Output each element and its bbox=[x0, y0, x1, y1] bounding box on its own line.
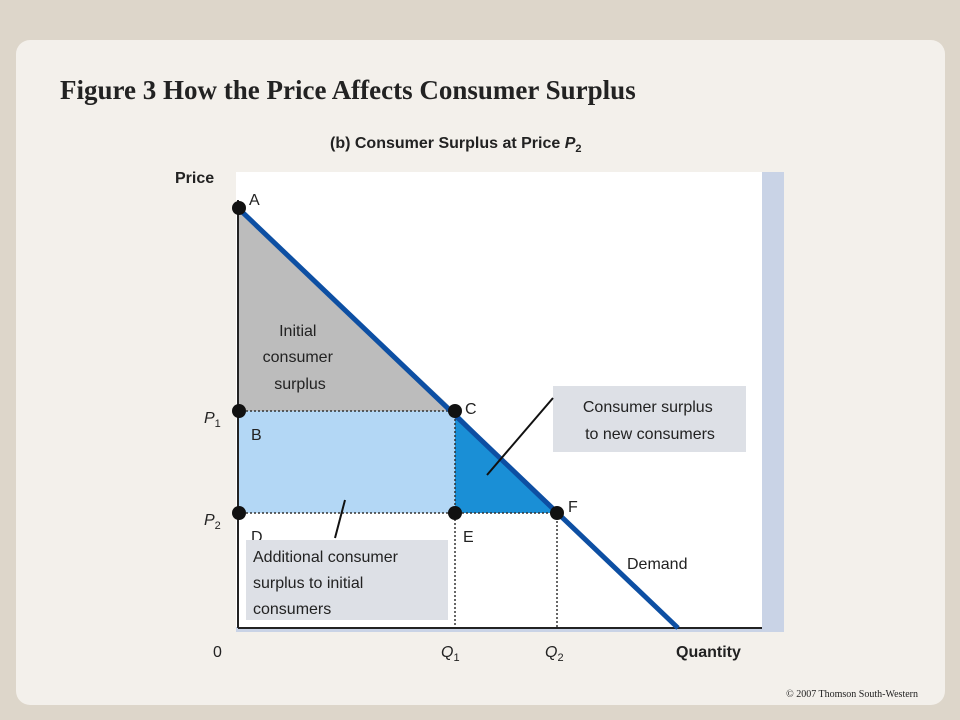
point-label: E bbox=[463, 529, 474, 546]
point-label: C bbox=[465, 401, 477, 418]
y-axis-label: Price bbox=[175, 170, 214, 187]
point-label: B bbox=[251, 427, 262, 444]
demand-curve bbox=[236, 206, 680, 630]
copyright: © 2007 Thomson South-Western bbox=[786, 689, 918, 700]
point bbox=[232, 201, 246, 215]
annotation: Additional consumer surplus to initial c… bbox=[253, 549, 402, 618]
point-label: A bbox=[249, 192, 260, 209]
subtitle: (b) Consumer Surplus at Price P2 bbox=[330, 135, 582, 155]
annotation-box bbox=[553, 386, 746, 452]
point-label: F bbox=[568, 499, 578, 516]
quantity-label: Q2 bbox=[545, 644, 564, 664]
annotation-box bbox=[246, 540, 448, 620]
title: Figure 3 How the Price Affects Consumer … bbox=[60, 75, 636, 105]
point bbox=[232, 506, 246, 520]
point bbox=[448, 506, 462, 520]
points bbox=[232, 201, 564, 520]
additional-surplus-region bbox=[238, 411, 455, 513]
leader-line bbox=[334, 499, 346, 539]
quantity-label: Q1 bbox=[441, 644, 460, 664]
annotation: Consumer surplus to new consumers bbox=[583, 399, 717, 443]
point bbox=[448, 404, 462, 418]
leader-line bbox=[486, 397, 554, 476]
point bbox=[232, 404, 246, 418]
region-label: Initial consumer surplus bbox=[263, 323, 338, 393]
x-axis-label: Quantity bbox=[676, 644, 741, 661]
origin-label: 0 bbox=[213, 644, 222, 661]
curve-label: Demand bbox=[627, 556, 687, 573]
price-label: P1 bbox=[204, 410, 221, 430]
price-label: P2 bbox=[204, 512, 221, 532]
point bbox=[550, 506, 564, 520]
point-label: D bbox=[251, 529, 263, 546]
